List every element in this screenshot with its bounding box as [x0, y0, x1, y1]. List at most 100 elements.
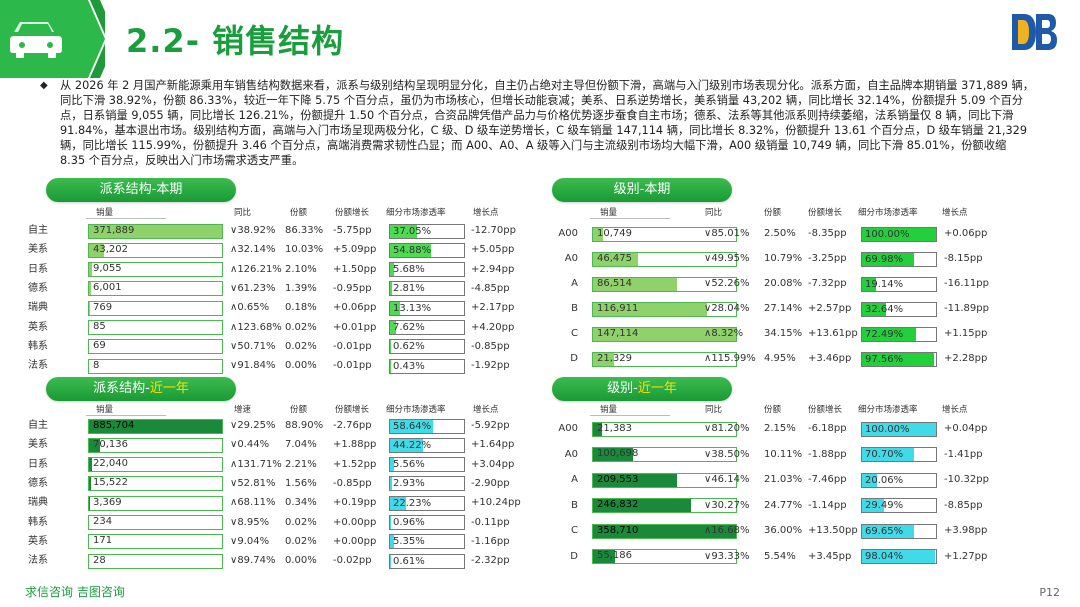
column-header: 份额增长 [808, 405, 843, 415]
column-header: 增长点 [942, 208, 968, 218]
column-header: 销量 [96, 405, 114, 415]
share-change-value: -0.95pp [333, 282, 372, 294]
sales-value: 15,522 [93, 477, 128, 489]
sales-bar: 769 [88, 300, 223, 316]
penetration-bar: 2.81% [389, 281, 465, 297]
sales-bar-fill [593, 524, 736, 538]
sales-bar-fill [89, 282, 92, 296]
row-label: B [571, 499, 578, 511]
share-change-value: +0.01pp [333, 321, 377, 333]
share-value: 0.00% [285, 555, 317, 567]
yoy-value: ∨91.84% [230, 360, 276, 372]
sales-bar: 69 [88, 339, 223, 355]
panel-title: 级别- [607, 381, 638, 396]
share-change-value: +0.06pp [333, 302, 377, 314]
header-separator [86, 218, 166, 219]
penetration-bar-fill [390, 224, 418, 238]
sales-value: 10,749 [597, 227, 632, 239]
share-change-value: +1.88pp [333, 439, 377, 451]
yoy-value: ∧123.68% [230, 321, 282, 333]
penetration-bar: 0.61% [389, 553, 465, 569]
table-row: 瑞典 3,369 ∧68.11% 0.34% +0.19pp 22.23% +10.24pp [28, 494, 521, 512]
table-row: 德系 6,001 ∨61.23% 1.39% -0.95pp 2.81% -4.85pp [28, 280, 510, 298]
column-header: 销量 [96, 208, 114, 218]
column-header: 增速 [234, 405, 252, 415]
table-row: 美系 43,202 ∧32.14% 10.03% +5.09pp 54.88% +5.05p… [28, 241, 514, 259]
yoy-value: ∧32.14% [230, 244, 276, 256]
sales-bar: 46,475 [592, 251, 737, 267]
row-label: 日系 [28, 263, 48, 275]
sales-value: 21,383 [597, 422, 632, 434]
sales-bar: 885,704 [88, 418, 223, 434]
share-change-value: -1.14pp [808, 499, 847, 511]
panel-faction-current: 派系结构-本期 销量 同比 份额 份额增长 细分市场渗透率 增长点 自主 371,889 ∨38.… [28, 178, 516, 378]
table-row: 英系 171 ∨9.04% 0.02% +0.00pp 5.35% -1.16pp [28, 533, 510, 551]
penetration-bar: 7.62% [389, 320, 465, 335]
header-separator [86, 415, 166, 416]
row-label: 德系 [28, 282, 48, 294]
penetration-value: 7.62% [393, 322, 425, 333]
sales-value: 371,889 [93, 224, 135, 236]
penetration-bar-fill [390, 496, 407, 510]
share-value: 10.03% [285, 244, 324, 256]
sales-bar: 9,055 [88, 262, 223, 278]
column-header: 同比 [705, 405, 723, 415]
yoy-value: ∨89.74% [230, 555, 276, 567]
sales-bar: 209,553 [592, 472, 737, 488]
share-change-value: +3.45pp [808, 550, 852, 562]
penetration-bar-fill [862, 499, 884, 512]
column-header: 销量 [600, 208, 618, 218]
penetration-value: 100.00% [865, 228, 910, 240]
yoy-value: ∨50.71% [230, 340, 276, 352]
yoy-value: ∨30.27% [704, 499, 750, 511]
row-label: 日系 [28, 458, 48, 470]
sales-bar-fill [89, 243, 105, 257]
yoy-value: ∨61.23% [230, 282, 276, 294]
sales-value: 28 [93, 554, 106, 566]
row-label: 自主 [28, 420, 48, 431]
row-label: 瑞典 [28, 302, 48, 314]
sales-value: 69 [93, 340, 106, 352]
sales-bar: 86,514 [592, 276, 737, 292]
growth-point-value: -1.92pp [471, 360, 510, 372]
sales-value: 86,514 [597, 277, 632, 289]
growth-point-value: -0.11pp [471, 516, 510, 528]
row-label: 自主 [28, 225, 48, 236]
penetration-value: 13.13% [393, 302, 432, 314]
sales-value: 85 [93, 321, 106, 332]
sales-bar: 3,369 [88, 495, 223, 511]
column-header: 份额 [290, 208, 308, 218]
share-change-value: -2.76pp [333, 420, 372, 431]
sales-bar: 22,040 [88, 457, 223, 473]
yoy-value: ∨28.04% [704, 303, 750, 314]
panel-title-pill: 级别-近一年 [552, 377, 732, 401]
penetration-bar: 0.62% [389, 339, 465, 355]
sales-bar: 147,114 [592, 326, 737, 342]
table-row: 日系 9,055 ∧126.21% 2.10% +1.50pp 5.68% +2.94pp [28, 261, 514, 279]
table-row: C 147,114 ∧8.32% 34.15% +13.61pp 72.49% +1.15p… [552, 325, 1012, 343]
share-value: 0.34% [285, 497, 317, 509]
table-row: 韩系 234 ∨8.95% 0.02% +0.00pp 0.96% -0.11pp [28, 514, 510, 532]
share-change-value: +0.00pp [333, 535, 377, 547]
panel-title: 级别-本期 [613, 182, 671, 197]
penetration-bar-fill [862, 302, 887, 316]
row-label: A00 [558, 423, 578, 434]
diamond-bullet-icon: ◆ [40, 80, 48, 91]
column-header: 细分市场渗透率 [386, 405, 446, 415]
penetration-value: 69.65% [865, 525, 904, 537]
table-row: 自主 371,889 ∨38.92% 86.33% -5.75pp 37.05% -12.7… [28, 222, 516, 240]
penetration-value: 54.88% [393, 244, 432, 256]
table-row: 德系 15,522 ∨52.81% 1.56% -0.85pp 2.93% -2.90pp [28, 475, 510, 493]
growth-point-value: +2.28pp [944, 353, 988, 364]
car-icon [10, 22, 62, 58]
share-value: 0.18% [285, 302, 317, 314]
penetration-bar: 0.43% [389, 358, 465, 374]
penetration-value: 32.64% [865, 303, 904, 315]
growth-point-value: -4.85pp [471, 282, 510, 294]
table-row: A00 10,749 ∨85.01% 2.50% -8.35pp 100.00% +0.06… [552, 225, 1012, 243]
yoy-value: ∧16.68% [704, 525, 750, 536]
table-row: D 21,329 ∧115.99% 4.95% +3.46pp 97.56% +2.28pp [552, 350, 1012, 368]
penetration-value: 0.96% [393, 517, 425, 528]
share-value: 4.95% [764, 353, 796, 364]
penetration-bar-fill [390, 438, 423, 452]
